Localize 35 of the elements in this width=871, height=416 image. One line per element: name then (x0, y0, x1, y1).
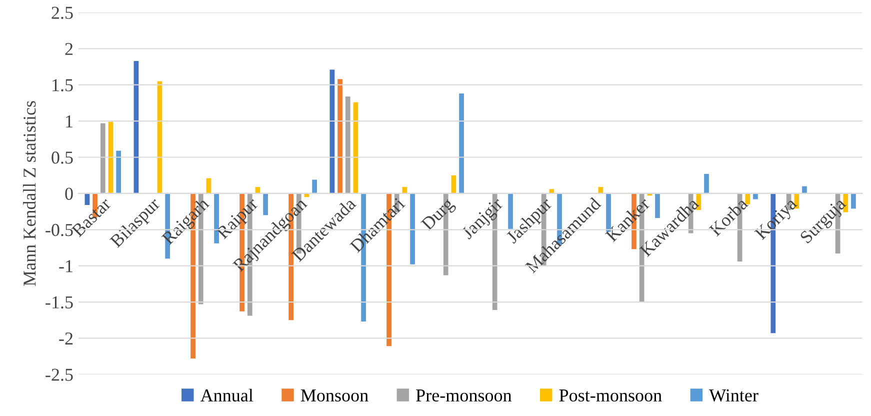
bar (598, 186, 604, 194)
bar (330, 70, 335, 194)
y-tick-label: -2 (59, 332, 73, 344)
legend-label: Monsoon (300, 390, 368, 402)
legend-label: Winter (709, 389, 758, 402)
bar (410, 193, 415, 264)
bar (206, 178, 212, 194)
y-tick-label: -1 (59, 260, 72, 272)
bar (116, 150, 121, 194)
bar (802, 186, 807, 194)
bar (338, 79, 342, 194)
bar (108, 122, 114, 194)
bar (157, 81, 162, 194)
bar (851, 193, 856, 209)
y-tick-label: -1.5 (46, 296, 73, 309)
bar (704, 174, 709, 194)
y-axis-title: Mann Kendall Z statistics (23, 101, 36, 286)
legend-label: Post-monsoon (559, 390, 662, 402)
y-tick-label: -2.5 (46, 368, 73, 381)
bar (134, 60, 139, 194)
bar (459, 94, 464, 194)
legend-label: Pre-monsoon (416, 390, 512, 402)
y-tick-label: 2.5 (52, 6, 73, 19)
y-tick-label: -0.5 (46, 224, 73, 236)
legend-label: Annual (200, 388, 254, 402)
y-tick-label: 1 (66, 115, 72, 128)
y-tick-label: 1.5 (52, 79, 73, 92)
y-tick-label: 0 (65, 188, 73, 200)
bar (312, 180, 317, 194)
bar (549, 189, 554, 194)
bar (353, 102, 358, 194)
y-tick-label: 2 (65, 42, 73, 55)
bar (345, 96, 350, 194)
bar (100, 123, 106, 194)
y-tick-label: 0.5 (52, 152, 73, 164)
